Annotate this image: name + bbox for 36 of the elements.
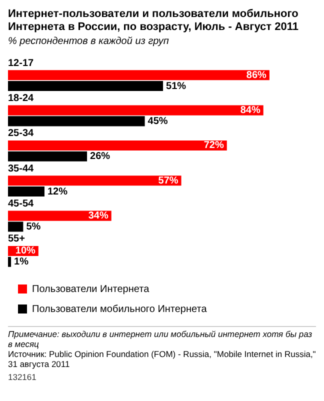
text: Примечание: выходили в интернет или мобильный интернет хотя бы раз в месяц [8, 329, 314, 349]
data-label: 45% [148, 116, 168, 127]
bar [8, 105, 264, 116]
legend-label: Пользователи Интернета [32, 284, 150, 295]
data-label: 1% [14, 256, 29, 268]
data-label: 26% [90, 151, 110, 162]
data-label: 12% [47, 186, 68, 198]
data-label: 10% [15, 246, 36, 257]
bar [8, 116, 145, 126]
bar [8, 186, 44, 197]
data-label: 57% [158, 175, 178, 186]
text: 132161 [8, 372, 36, 382]
data-label: 34% [88, 210, 108, 222]
bar [8, 222, 24, 232]
y-tick-label: 25-34 [8, 128, 34, 140]
y-tick-label: 12-17 [8, 58, 34, 69]
y-tick-label: 18-24 [8, 93, 34, 104]
bar [8, 70, 270, 80]
bar [8, 176, 182, 186]
data-label: 72% [204, 140, 224, 152]
legend-label: Пользователи мобильного Интернета [32, 304, 208, 315]
data-label: 5% [26, 221, 41, 232]
bar [8, 210, 112, 221]
text: Источник: Public Opinion Foundation (FOM) - Russia, "Mobile Internet in Russia," 31 августа 2011 [8, 349, 316, 369]
bar [8, 81, 164, 92]
y-tick-label: 55+ [8, 234, 26, 245]
y-tick-label: 35-44 [8, 163, 34, 174]
bar [8, 256, 12, 267]
bar [8, 140, 227, 150]
y-tick-label: 45-54 [8, 198, 34, 210]
chart-subtitle: % респондентов в каждой из груп [8, 36, 170, 47]
chart-title: Интернет-пользователи и пользователи мобильного Интернета в России, по возрасту, Июль - Август 2011 [8, 8, 300, 34]
data-label: 86% [246, 70, 267, 81]
bar [8, 151, 88, 162]
data-label: 51% [166, 80, 186, 92]
data-label: 84% [240, 105, 260, 116]
